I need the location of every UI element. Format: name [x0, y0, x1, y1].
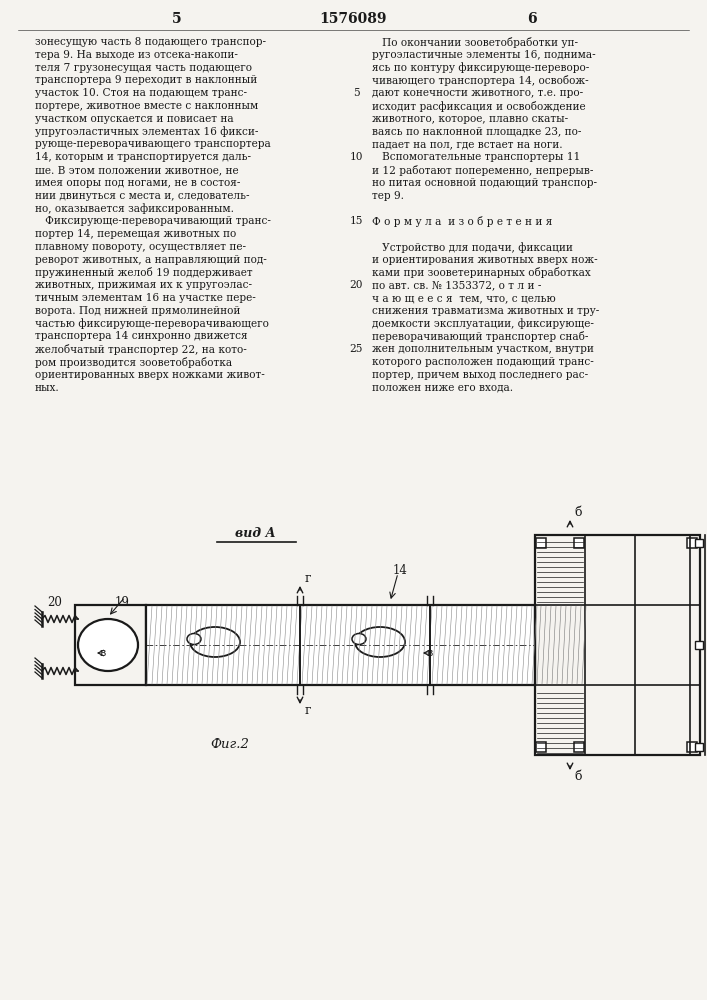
Text: которого расположен подающий транс-: которого расположен подающий транс- [372, 357, 594, 367]
Bar [695, 539, 703, 547]
Text: исходит расфиксация и освобождение: исходит расфиксация и освобождение [372, 101, 585, 112]
Text: ваясь по наклонной площадке 23, по-: ваясь по наклонной площадке 23, по- [372, 127, 581, 137]
Text: 14: 14 [392, 564, 407, 576]
Text: ч а ю щ е е с я  тем, что, с целью: ч а ю щ е е с я тем, что, с целью [372, 293, 556, 303]
Text: 5: 5 [353, 88, 359, 98]
Text: положен ниже его входа.: положен ниже его входа. [372, 383, 513, 393]
Text: но питая основной подающий транспор-: но питая основной подающий транспор- [372, 178, 597, 188]
Text: ясь по контуру фиксирующе-переворо-: ясь по контуру фиксирующе-переворо- [372, 63, 589, 73]
Ellipse shape [190, 627, 240, 657]
Text: Фиксирующе-переворачивающий транс-: Фиксирующе-переворачивающий транс- [35, 216, 271, 226]
Text: чивающего транспортера 14, освобож-: чивающего транспортера 14, освобож- [372, 75, 589, 86]
Text: портере, животное вместе с наклонным: портере, животное вместе с наклонным [35, 101, 258, 111]
Text: тер 9.: тер 9. [372, 191, 404, 201]
Text: Ф о р м у л а  и з о б р е т е н и я: Ф о р м у л а и з о б р е т е н и я [372, 216, 552, 227]
Text: транспортера 14 синхронно движется: транспортера 14 синхронно движется [35, 331, 247, 341]
Text: б: б [574, 770, 581, 784]
Text: 25: 25 [349, 344, 363, 354]
Text: имея опоры под ногами, не в состоя-: имея опоры под ногами, не в состоя- [35, 178, 240, 188]
Text: теля 7 грузонесущая часть подающего: теля 7 грузонесущая часть подающего [35, 63, 252, 73]
Text: и ориентирования животных вверх нож-: и ориентирования животных вверх нож- [372, 255, 597, 265]
Text: участком опускается и повисает на: участком опускается и повисает на [35, 114, 233, 124]
Text: рующе-переворачивающего транспортера: рующе-переворачивающего транспортера [35, 139, 271, 149]
Text: вид А: вид А [235, 527, 275, 540]
Text: реворот животных, а направляющий под-: реворот животных, а направляющий под- [35, 255, 267, 265]
Text: переворачивающий транспортер снаб-: переворачивающий транспортер снаб- [372, 331, 588, 342]
Text: ром производится зооветобработка: ром производится зооветобработка [35, 357, 232, 368]
Text: дают конечности животного, т.е. про-: дают конечности животного, т.е. про- [372, 88, 583, 98]
Text: 10: 10 [349, 152, 363, 162]
Text: ных.: ных. [35, 383, 60, 393]
Text: по авт. св. № 1353372, о т л и -: по авт. св. № 1353372, о т л и - [372, 280, 542, 290]
Text: зонесущую часть 8 подающего транспор-: зонесущую часть 8 подающего транспор- [35, 37, 266, 47]
Text: транспортера 9 переходит в наклонный: транспортера 9 переходит в наклонный [35, 75, 257, 85]
Text: г: г [305, 572, 312, 585]
Text: 5: 5 [173, 12, 182, 26]
Text: в: в [427, 648, 433, 658]
Text: пружиненный желоб 19 поддерживает: пружиненный желоб 19 поддерживает [35, 267, 252, 278]
Bar [695, 641, 703, 649]
Text: ками при зооветеринарных обработках: ками при зооветеринарных обработках [372, 267, 591, 278]
Ellipse shape [187, 634, 201, 645]
Ellipse shape [355, 627, 405, 657]
Text: 6: 6 [527, 12, 537, 26]
Text: желобчатый транспортер 22, на кото-: желобчатый транспортер 22, на кото- [35, 344, 247, 355]
Text: частью фиксирующе-переворачивающего: частью фиксирующе-переворачивающего [35, 319, 269, 329]
Text: доемкости эксплуатации, фиксирующе-: доемкости эксплуатации, фиксирующе- [372, 319, 594, 329]
Text: тичным элементам 16 на участке пере-: тичным элементам 16 на участке пере- [35, 293, 256, 303]
Text: и 12 работают попеременно, непрерыв-: и 12 работают попеременно, непрерыв- [372, 165, 593, 176]
Text: 20: 20 [349, 280, 363, 290]
Text: ворота. Под нижней прямолинейной: ворота. Под нижней прямолинейной [35, 306, 240, 316]
Text: упругоэластичных элементах 16 фикси-: упругоэластичных элементах 16 фикси- [35, 127, 258, 137]
Text: г: г [305, 704, 312, 718]
Text: По окончании зооветобработки уп-: По окончании зооветобработки уп- [372, 37, 578, 48]
Bar [536, 742, 546, 752]
Text: участок 10. Стоя на подающем транс-: участок 10. Стоя на подающем транс- [35, 88, 247, 98]
Text: портер 14, перемещая животных по: портер 14, перемещая животных по [35, 229, 236, 239]
Text: 19: 19 [115, 595, 130, 608]
Text: снижения травматизма животных и тру-: снижения травматизма животных и тру- [372, 306, 600, 316]
Bar [75, 605, 146, 685]
Text: но, оказывается зафиксированным.: но, оказывается зафиксированным. [35, 203, 234, 214]
Bar [687, 538, 697, 548]
Text: животного, которое, плавно скаты-: животного, которое, плавно скаты- [372, 114, 568, 124]
Bar [574, 742, 584, 752]
Bar [536, 538, 546, 548]
Text: б: б [574, 506, 581, 520]
Text: Устройство для подачи, фиксации: Устройство для подачи, фиксации [372, 242, 573, 253]
Text: жен дополнительным участком, внутри: жен дополнительным участком, внутри [372, 344, 594, 354]
Text: 14, которым и транспортируется даль-: 14, которым и транспортируется даль- [35, 152, 251, 162]
Text: нии двинуться с места и, следователь-: нии двинуться с места и, следователь- [35, 191, 250, 201]
Text: животных, прижимая их к упругоэлас-: животных, прижимая их к упругоэлас- [35, 280, 252, 290]
Bar [695, 743, 703, 751]
Text: Фиг.2: Фиг.2 [211, 738, 250, 752]
Text: падает на пол, где встает на ноги.: падает на пол, где встает на ноги. [372, 139, 563, 149]
Text: тера 9. На выходе из отсека-накопи-: тера 9. На выходе из отсека-накопи- [35, 50, 238, 60]
Text: ше. В этом положении животное, не: ше. В этом положении животное, не [35, 165, 239, 175]
Text: ориентированных вверх ножками живот-: ориентированных вверх ножками живот- [35, 370, 264, 380]
Text: 20: 20 [47, 595, 62, 608]
Text: 15: 15 [349, 216, 363, 226]
Text: портер, причем выход последнего рас-: портер, причем выход последнего рас- [372, 370, 588, 380]
Text: 1576089: 1576089 [320, 12, 387, 26]
Text: Вспомогательные транспортеры 11: Вспомогательные транспортеры 11 [372, 152, 580, 162]
Bar [574, 538, 584, 548]
Text: плавному повороту, осуществляет пе-: плавному повороту, осуществляет пе- [35, 242, 246, 252]
Bar [535, 535, 700, 755]
Ellipse shape [352, 634, 366, 645]
Bar [146, 605, 535, 685]
Bar [687, 742, 697, 752]
Ellipse shape [78, 619, 138, 671]
Text: в: в [100, 648, 106, 658]
Text: ругоэластичные элементы 16, поднима-: ругоэластичные элементы 16, поднима- [372, 50, 595, 60]
